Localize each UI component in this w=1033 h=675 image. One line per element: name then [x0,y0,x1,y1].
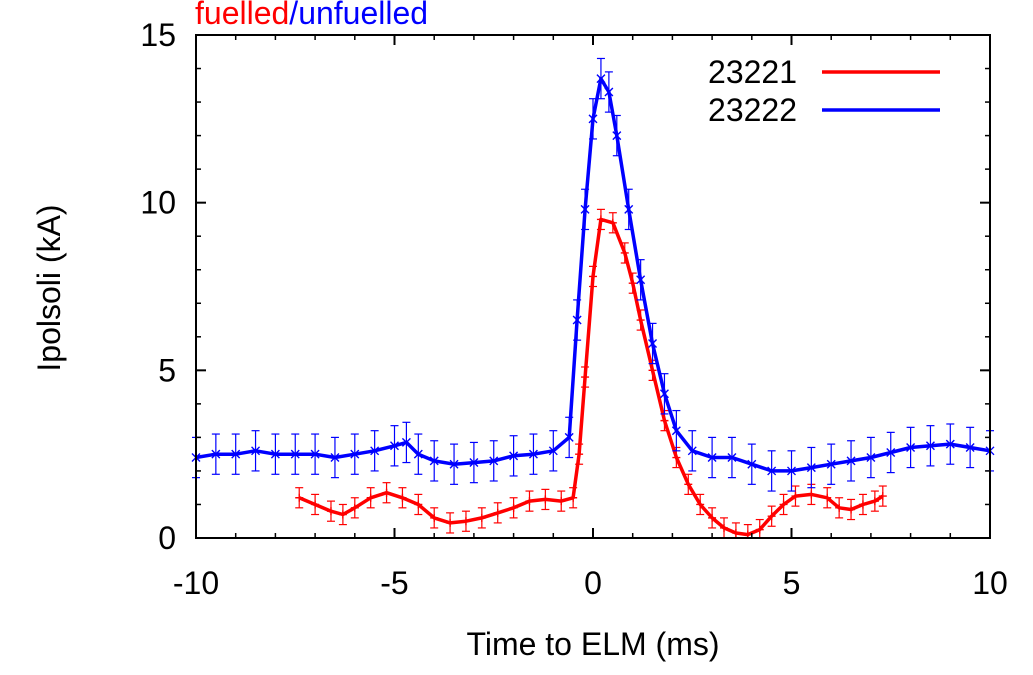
series-line [298,217,884,537]
x-tick-label: 5 [783,565,801,601]
title-part-0: fuelled [195,0,289,31]
y-tick-label: 5 [158,352,176,388]
series-line [195,76,991,473]
x-tick-label: -10 [173,565,219,601]
y-tick-label: 0 [158,520,176,556]
title-part-1: / [289,0,298,31]
title-part-2: unfuelled [298,0,428,31]
y-tick-label: 10 [140,185,176,221]
legend-label: 23221 [708,54,797,90]
chart-title: fuelled/unfuelled [195,0,428,31]
tick-layer: -10 -5 0 5 10 0 5 10 15 [140,17,1007,601]
x-tick-label: 0 [584,565,602,601]
y-tick-label: 15 [140,17,176,53]
x-tick-label: 10 [972,565,1008,601]
x-tick-label: -5 [380,565,408,601]
y-axis-label: Ipolsoli (kA) [31,204,67,371]
x-axis-label: Time to ELM (ms) [466,626,719,662]
series-23222 [191,57,995,492]
series-23221 [295,208,887,539]
legend-label: 23222 [708,92,797,128]
series-layer [191,57,995,539]
